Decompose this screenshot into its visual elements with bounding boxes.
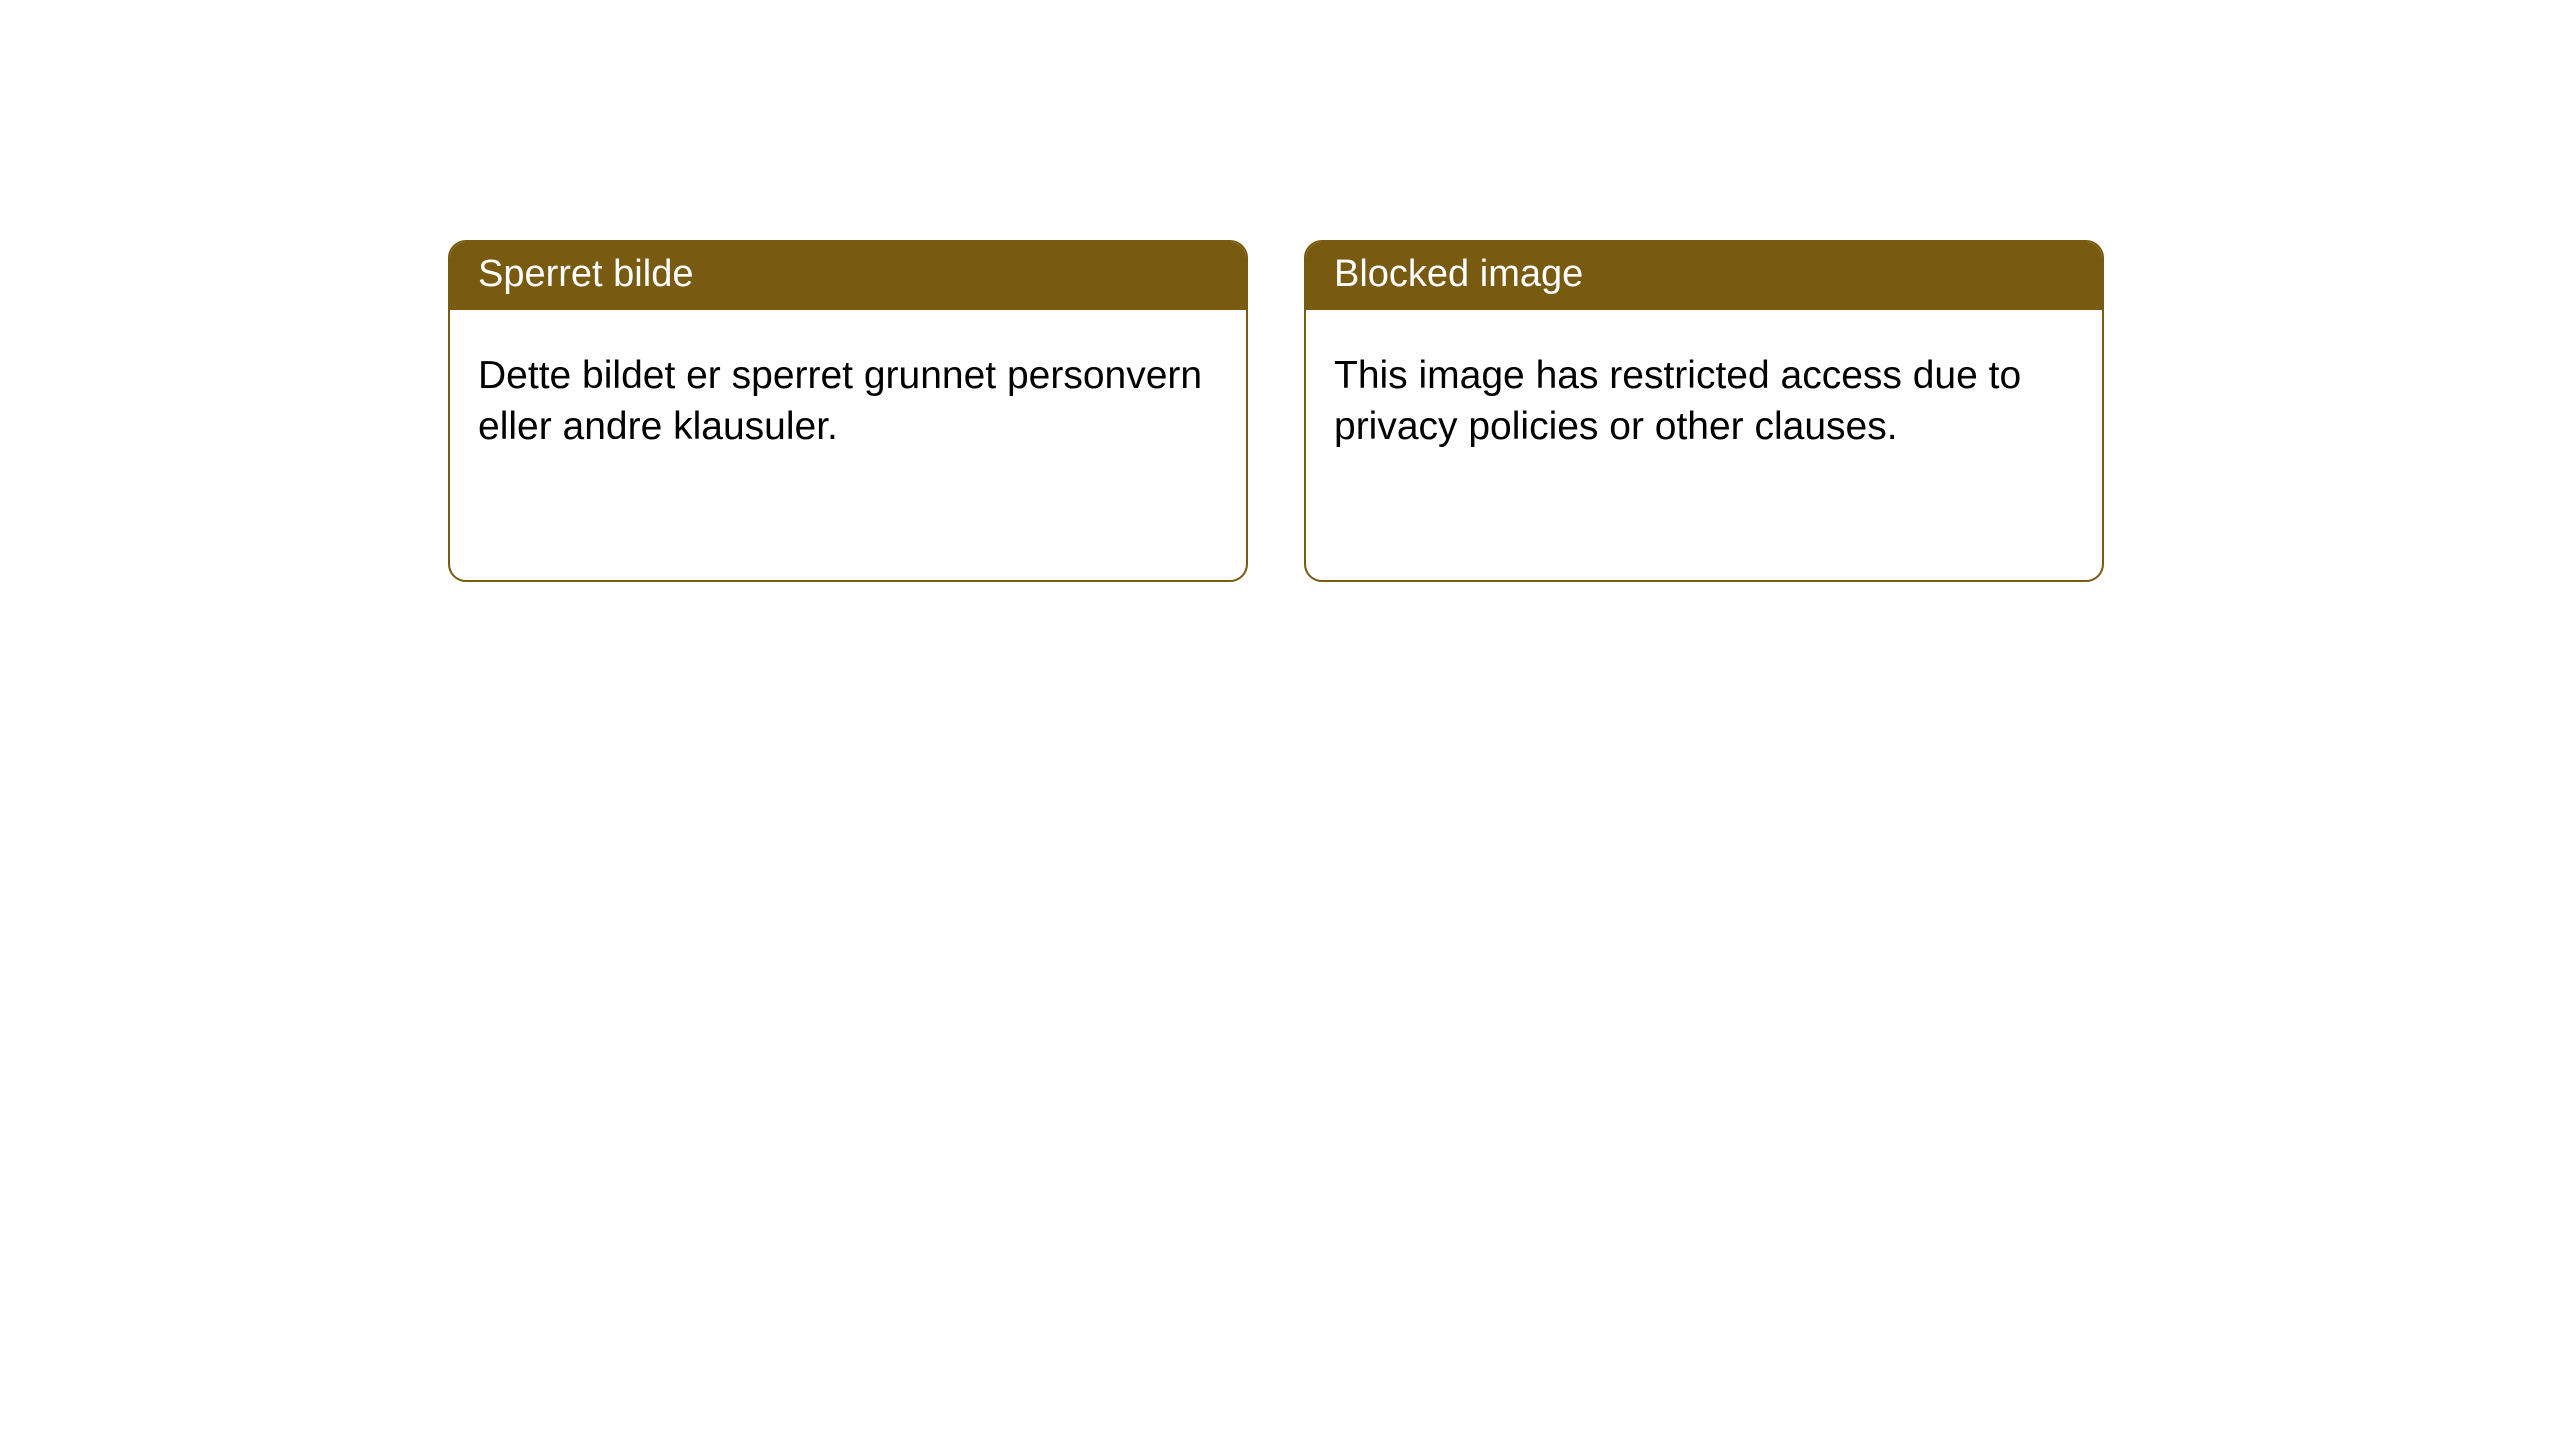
- card-body: This image has restricted access due to …: [1306, 310, 2102, 580]
- notice-container: Sperret bilde Dette bildet er sperret gr…: [0, 0, 2560, 582]
- blocked-image-card-norwegian: Sperret bilde Dette bildet er sperret gr…: [448, 240, 1248, 582]
- card-title: Sperret bilde: [478, 253, 693, 295]
- blocked-image-card-english: Blocked image This image has restricted …: [1304, 240, 2104, 582]
- card-message: This image has restricted access due to …: [1334, 350, 2074, 453]
- card-title: Blocked image: [1334, 253, 1583, 295]
- card-message: Dette bildet er sperret grunnet personve…: [478, 350, 1218, 453]
- card-body: Dette bildet er sperret grunnet personve…: [450, 310, 1246, 580]
- card-header: Blocked image: [1306, 242, 2102, 310]
- card-header: Sperret bilde: [450, 242, 1246, 310]
